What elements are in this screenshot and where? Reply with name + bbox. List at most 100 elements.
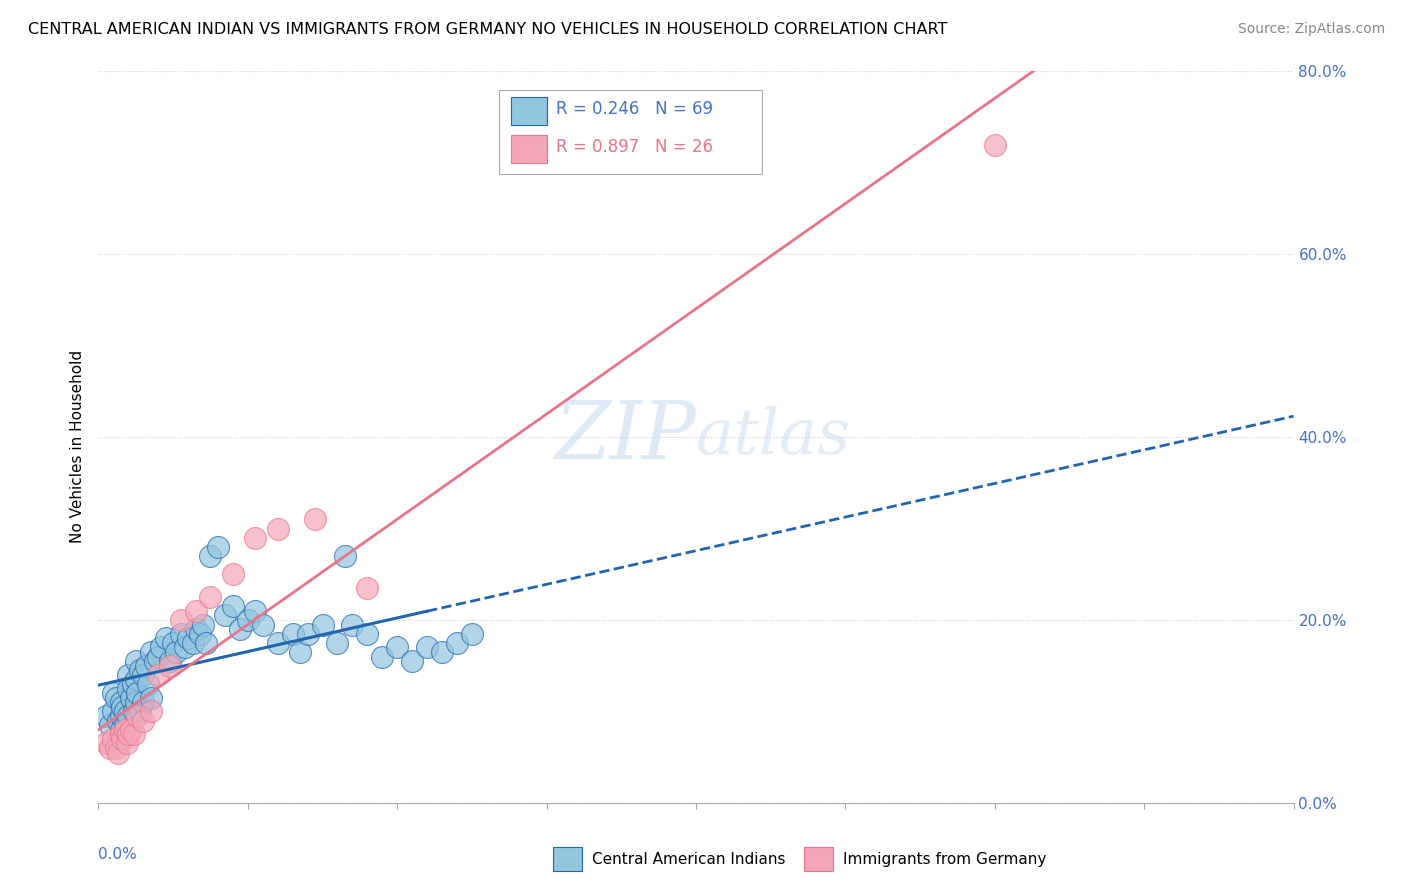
- Point: [98, 718, 122, 732]
- Point: [132, 667, 155, 681]
- FancyBboxPatch shape: [499, 90, 762, 174]
- Text: Central American Indians: Central American Indians: [592, 852, 786, 867]
- Point: [200, 549, 222, 563]
- Point: [267, 521, 290, 535]
- Point: [110, 723, 132, 737]
- Point: [169, 613, 191, 627]
- Point: [184, 604, 207, 618]
- Point: [103, 686, 125, 700]
- Point: [120, 690, 142, 705]
- Point: [121, 677, 143, 691]
- Point: [117, 681, 139, 696]
- Point: [139, 705, 162, 719]
- Point: [105, 690, 128, 705]
- Point: [385, 640, 409, 655]
- Point: [371, 649, 394, 664]
- Point: [188, 626, 211, 640]
- Point: [136, 677, 159, 691]
- Point: [207, 540, 229, 554]
- Text: R = 0.246   N = 69: R = 0.246 N = 69: [557, 100, 713, 118]
- FancyBboxPatch shape: [510, 135, 547, 163]
- Point: [120, 723, 142, 737]
- Point: [174, 640, 197, 655]
- Point: [111, 699, 134, 714]
- Point: [245, 531, 267, 545]
- Point: [127, 686, 149, 700]
- Point: [139, 645, 162, 659]
- Point: [115, 736, 138, 750]
- Point: [245, 604, 267, 618]
- Point: [114, 723, 136, 737]
- Point: [103, 731, 125, 746]
- Point: [125, 673, 148, 687]
- Point: [461, 626, 484, 640]
- Point: [132, 714, 155, 728]
- Point: [356, 626, 378, 640]
- Point: [94, 736, 117, 750]
- Point: [125, 695, 148, 709]
- Text: CENTRAL AMERICAN INDIAN VS IMMIGRANTS FROM GERMANY NO VEHICLES IN HOUSEHOLD CORR: CENTRAL AMERICAN INDIAN VS IMMIGRANTS FR…: [28, 22, 948, 37]
- Point: [267, 636, 290, 650]
- Point: [342, 617, 364, 632]
- Point: [222, 567, 245, 582]
- Point: [107, 714, 129, 728]
- Point: [148, 649, 170, 664]
- Point: [304, 512, 326, 526]
- Point: [169, 626, 191, 640]
- Point: [127, 709, 149, 723]
- Point: [446, 636, 468, 650]
- Point: [214, 608, 236, 623]
- Point: [184, 622, 207, 636]
- Point: [430, 645, 453, 659]
- Point: [401, 654, 423, 668]
- Text: R = 0.897   N = 26: R = 0.897 N = 26: [557, 138, 713, 156]
- Point: [150, 640, 173, 655]
- Point: [155, 632, 177, 646]
- Point: [98, 740, 122, 755]
- Point: [191, 617, 214, 632]
- Point: [114, 705, 136, 719]
- Point: [195, 636, 218, 650]
- Point: [311, 617, 333, 632]
- Point: [984, 137, 1007, 152]
- FancyBboxPatch shape: [510, 97, 547, 125]
- Point: [125, 654, 148, 668]
- Point: [165, 645, 187, 659]
- Point: [132, 695, 155, 709]
- Point: [143, 654, 166, 668]
- Point: [159, 654, 181, 668]
- Point: [117, 727, 139, 741]
- Point: [117, 667, 139, 681]
- Point: [177, 632, 200, 646]
- Point: [281, 626, 304, 640]
- Point: [159, 658, 181, 673]
- Point: [110, 727, 132, 741]
- Point: [356, 581, 378, 595]
- Point: [129, 663, 152, 677]
- Point: [139, 690, 162, 705]
- Point: [200, 590, 222, 604]
- Point: [288, 645, 311, 659]
- Point: [236, 613, 259, 627]
- Point: [416, 640, 439, 655]
- Point: [94, 709, 117, 723]
- Point: [222, 599, 245, 614]
- Point: [111, 731, 134, 746]
- Text: atlas: atlas: [696, 406, 851, 468]
- Point: [229, 622, 252, 636]
- Point: [124, 727, 146, 741]
- Point: [114, 718, 136, 732]
- Text: Immigrants from Germany: Immigrants from Germany: [844, 852, 1046, 867]
- Point: [135, 658, 157, 673]
- Point: [117, 709, 139, 723]
- Point: [124, 705, 146, 719]
- Point: [105, 740, 128, 755]
- Text: 0.0%: 0.0%: [98, 847, 138, 862]
- Point: [181, 636, 204, 650]
- FancyBboxPatch shape: [553, 847, 582, 871]
- Point: [129, 705, 152, 719]
- Point: [107, 746, 129, 760]
- Text: ZIP: ZIP: [554, 399, 696, 475]
- Point: [326, 636, 349, 650]
- FancyBboxPatch shape: [804, 847, 834, 871]
